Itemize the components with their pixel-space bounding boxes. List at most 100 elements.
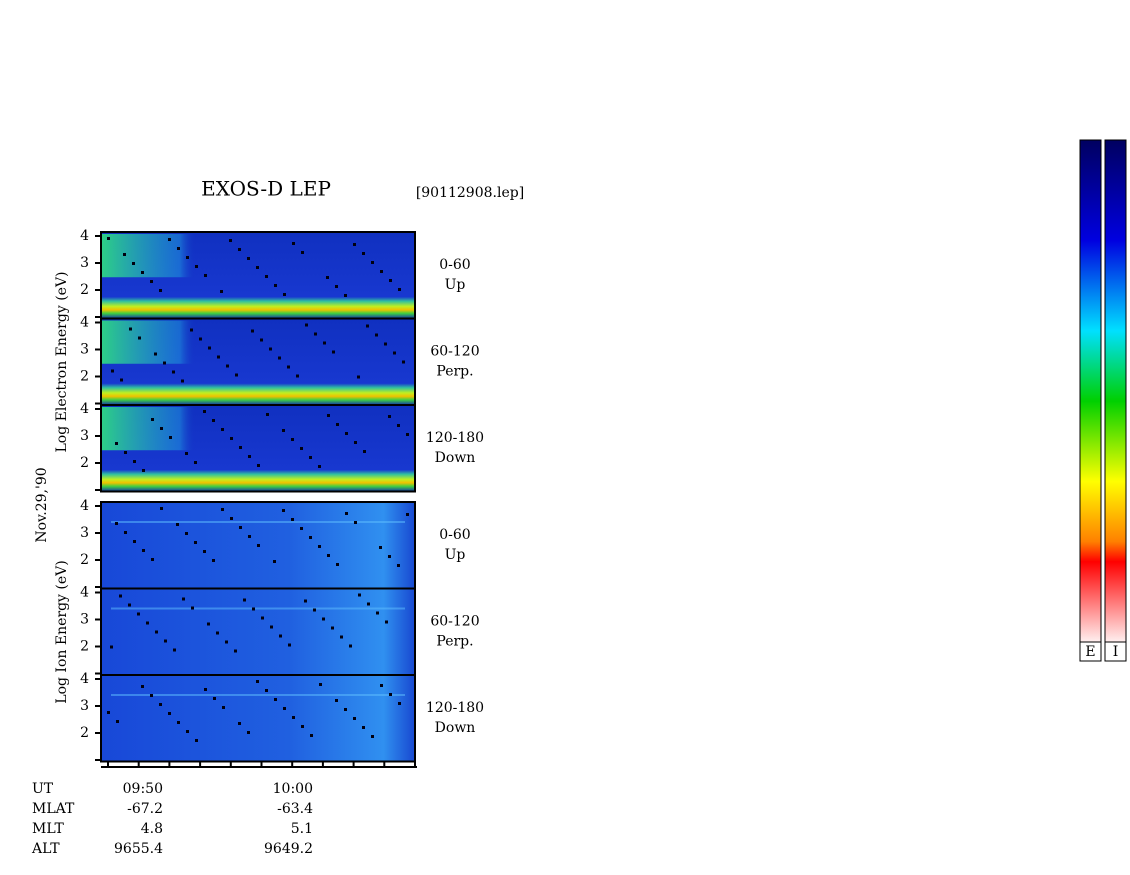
orbit-info: 09:50: [123, 781, 163, 797]
speckle: [362, 252, 365, 255]
y-tick-label: 4: [80, 315, 89, 331]
y-tick-label: 4: [80, 401, 89, 417]
speckle: [273, 560, 276, 563]
speckle: [199, 337, 202, 341]
speckle: [138, 336, 141, 340]
panel-direction: Perp.: [436, 364, 473, 380]
speckle: [107, 237, 110, 240]
speckle: [142, 549, 145, 552]
speckle: [116, 720, 119, 723]
speckle: [204, 274, 207, 277]
speckle: [159, 703, 162, 706]
speckle: [397, 424, 400, 427]
speckle: [234, 649, 237, 653]
orbit-info: ALT: [31, 841, 60, 857]
speckle: [221, 428, 224, 431]
speckle: [256, 266, 259, 269]
speckle: [366, 324, 369, 328]
speckle: [119, 594, 122, 598]
speckle: [327, 554, 330, 557]
speckle: [265, 689, 268, 692]
speckle: [283, 293, 286, 296]
speckle: [398, 702, 401, 705]
title: EXOS-D LEP: [201, 177, 331, 201]
colorbar-label-box: [1104, 641, 1127, 662]
speckle: [239, 526, 242, 529]
speckle: [226, 364, 229, 368]
file-name: [90112908.lep]: [416, 185, 524, 201]
speckle: [291, 518, 294, 521]
speckle: [177, 247, 180, 250]
speckle: [269, 347, 272, 351]
speckle: [292, 242, 295, 245]
speckle: [213, 697, 216, 700]
speckle: [186, 256, 189, 259]
speckle: [132, 262, 135, 265]
speckle: [111, 369, 114, 373]
spectrogram-feature: [102, 234, 414, 278]
speckle: [265, 275, 268, 278]
speckle: [150, 280, 153, 283]
speckle: [238, 722, 241, 725]
speckle: [163, 361, 166, 365]
speckle: [402, 360, 405, 364]
speckle: [203, 550, 206, 553]
speckle: [176, 523, 179, 526]
speckle: [150, 694, 153, 697]
speckle: [229, 239, 232, 242]
speckle: [257, 464, 260, 467]
orbit-info: 10:00: [273, 781, 313, 797]
y-tick-label: 4: [80, 671, 89, 687]
speckle: [212, 419, 215, 422]
speckle: [124, 531, 127, 534]
speckle: [363, 450, 366, 453]
speckle: [107, 711, 110, 714]
speckle: [362, 726, 365, 729]
speckle: [305, 323, 308, 327]
speckle: [389, 693, 392, 696]
y-tick-label: 2: [80, 639, 89, 655]
speckle: [169, 436, 172, 439]
speckle: [389, 279, 392, 282]
speckle: [190, 328, 193, 332]
speckle: [203, 410, 206, 413]
speckle: [287, 365, 290, 369]
speckle: [344, 708, 347, 711]
speckle: [225, 640, 228, 644]
speckle: [220, 290, 223, 293]
speckle: [128, 603, 131, 607]
panel-range: 120-180: [426, 700, 484, 716]
speckle: [151, 558, 154, 561]
speckle: [349, 644, 352, 648]
speckle: [274, 284, 277, 287]
speckle: [326, 276, 329, 279]
y-tick-label: 4: [80, 585, 89, 601]
speckle: [279, 634, 282, 638]
speckle: [172, 370, 175, 374]
spectrogram: [100, 674, 416, 763]
speckle: [314, 332, 317, 336]
y-tick-label: 4: [80, 498, 89, 514]
spectrogram: [100, 587, 416, 676]
speckle: [216, 631, 219, 635]
y-tick-label: 3: [80, 428, 89, 444]
speckle: [380, 684, 383, 687]
speckle: [252, 607, 255, 611]
speckle: [142, 469, 145, 472]
speckle: [313, 608, 316, 612]
panel-range: 0-60: [439, 527, 470, 543]
speckle: [256, 680, 259, 683]
speckle: [309, 456, 312, 459]
speckle: [141, 685, 144, 688]
speckle: [340, 635, 343, 639]
speckle: [406, 433, 409, 436]
speckle: [235, 373, 238, 377]
speckle: [371, 735, 374, 738]
speckle: [185, 532, 188, 535]
panel-range: 60-120: [430, 614, 479, 630]
orbit-info: MLT: [32, 821, 64, 837]
speckle: [195, 265, 198, 268]
speckle: [336, 423, 339, 426]
spectrogram-feature: [102, 407, 414, 451]
speckle: [141, 271, 144, 274]
